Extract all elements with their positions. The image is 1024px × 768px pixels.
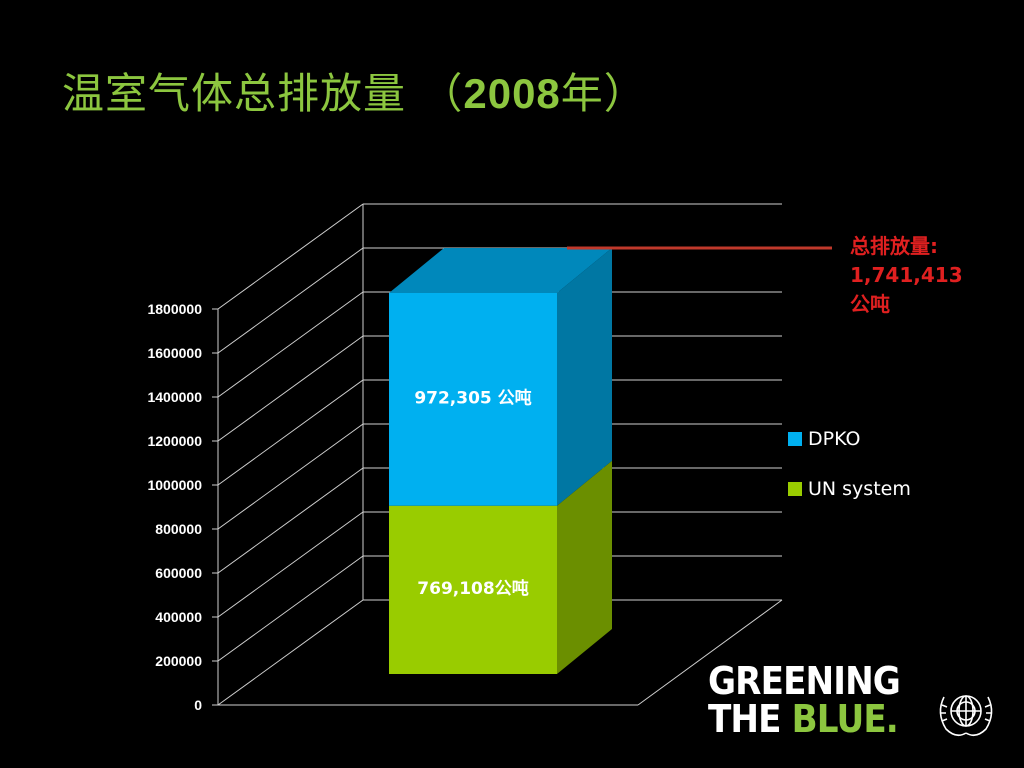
- legend-item-dpko: DPKO: [788, 428, 911, 450]
- chart-legend: DPKO UN system: [788, 428, 911, 528]
- y-axis: 0 200000 400000 600000 800000 1000000 1200000 1…: [147, 301, 218, 713]
- gridline-diagonal: [217, 291, 364, 398]
- total-annotation-value: 1,741,413: [850, 263, 963, 287]
- greening-the-blue-logo: GREENING THE BLUE.: [708, 662, 921, 738]
- total-annotation: 总排放量: 1,741,413 公吨: [850, 232, 963, 319]
- bar-top-face: [389, 248, 612, 293]
- gridline-diagonal: [217, 467, 364, 574]
- logo-blue: BLUE: [791, 697, 887, 741]
- bar-side-un-system: [557, 460, 612, 674]
- legend-label-dpko: DPKO: [808, 428, 861, 450]
- y-tick-label: 600000: [155, 565, 202, 581]
- title-year: 2008: [463, 70, 561, 117]
- gridline-diagonal: [217, 203, 364, 310]
- legend-swatch-un-system: [788, 482, 802, 496]
- total-annotation-unit: 公吨: [850, 292, 890, 316]
- slide-title: 温室气体总排放量 （2008年）: [62, 60, 647, 121]
- data-label-un-system: 769,108公吨: [417, 578, 528, 599]
- y-tick-label: 1200000: [147, 433, 202, 449]
- gridline-diagonal: [217, 599, 364, 706]
- bar-front-un-system: [389, 505, 557, 674]
- title-end: 年）: [560, 69, 647, 118]
- legend-swatch-dpko: [788, 432, 802, 446]
- floor-right-edge: [637, 599, 783, 706]
- y-tick-label: 800000: [155, 521, 202, 537]
- legend-label-un-system: UN system: [808, 478, 911, 500]
- legend-item-un-system: UN system: [788, 478, 911, 500]
- y-tick-label: 400000: [155, 609, 202, 625]
- logo-line-1: GREENING: [708, 659, 901, 703]
- gridline-diagonal: [217, 511, 364, 618]
- title-main: 温室气体总排放量 （: [62, 69, 464, 118]
- logo-the: THE: [708, 697, 792, 741]
- y-tick-label: 1000000: [147, 477, 202, 493]
- bar-front-dpko: [389, 293, 557, 506]
- y-tick-label: 1600000: [147, 345, 202, 361]
- data-label-dpko: 972,305 公吨: [414, 387, 531, 408]
- data-labels: 769,108公吨 972,305 公吨: [414, 387, 531, 599]
- total-annotation-line1: 总排放量:: [850, 234, 938, 258]
- y-tick-label: 200000: [155, 653, 202, 669]
- gridline-diagonal: [217, 247, 364, 354]
- un-emblem-icon: [939, 695, 993, 737]
- chart-bars: [389, 248, 612, 674]
- gridline-diagonal: [217, 423, 364, 530]
- bar-side-dpko: [557, 248, 612, 506]
- y-tick-label: 1400000: [147, 389, 202, 405]
- logo-line-2: THE BLUE.: [708, 700, 900, 738]
- y-tick-label: 0: [194, 697, 202, 713]
- gridline-diagonal: [217, 555, 364, 662]
- gridline-diagonal: [217, 379, 364, 486]
- y-tick-label: 1800000: [147, 301, 202, 317]
- gridline-diagonal: [217, 335, 364, 442]
- logo-dot: .: [885, 697, 899, 741]
